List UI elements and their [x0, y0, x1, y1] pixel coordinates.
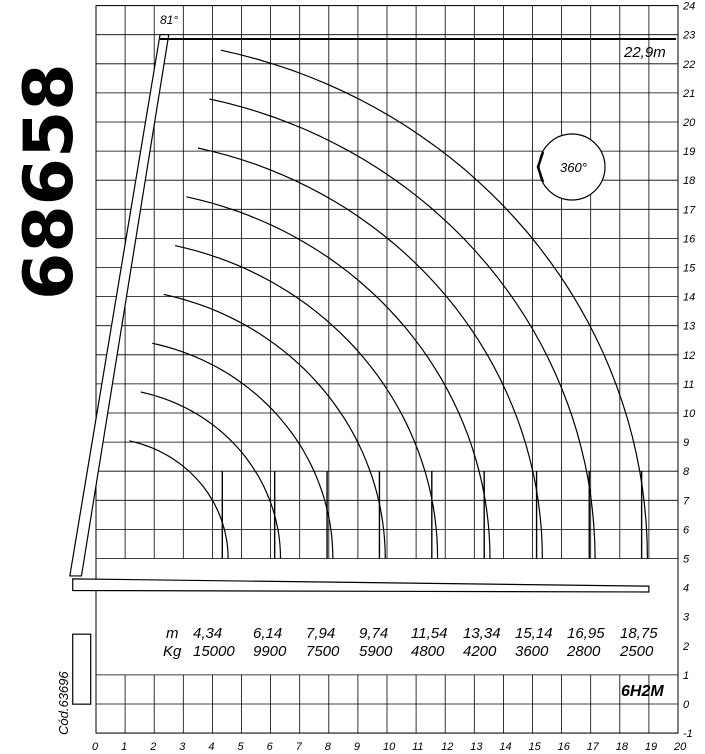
y-tick-label: 24 — [682, 1, 695, 13]
code-label: Cód.63696 — [56, 671, 71, 735]
x-tick-label: 12 — [441, 741, 453, 753]
x-tick-label: 10 — [383, 741, 396, 753]
x-tick-label: 1 — [121, 741, 127, 753]
y-tick-label: 11 — [683, 379, 694, 391]
table-row-label-kg: Kg — [163, 643, 182, 660]
y-tick-label: 22 — [682, 59, 695, 71]
y-tick-label: 16 — [683, 233, 696, 245]
y-tick-label: 4 — [683, 583, 689, 595]
x-tick-label: 13 — [470, 741, 483, 753]
x-tick-label: 16 — [558, 741, 571, 753]
table-reach-value: 6,14 — [253, 625, 282, 642]
y-tick-label: 17 — [683, 204, 696, 216]
table-reach-value: 9,74 — [359, 625, 388, 642]
y-tick-label: 10 — [683, 408, 696, 420]
reach-arc — [174, 245, 439, 559]
y-tick-label: 23 — [682, 30, 696, 42]
y-tick-label: 21 — [682, 88, 695, 100]
x-tick-label: 14 — [499, 741, 511, 753]
table-reach-value: 15,14 — [515, 625, 553, 642]
x-tick-label: 19 — [645, 741, 657, 753]
table-row-label-m: m — [166, 625, 179, 642]
table-capacity-value: 2800 — [566, 643, 601, 660]
y-tick-label: 15 — [683, 263, 696, 275]
y-tick-label: 7 — [683, 495, 690, 507]
reach-arc — [163, 293, 386, 559]
y-tick-label: 14 — [683, 292, 695, 304]
y-tick-label: 3 — [683, 612, 690, 624]
x-tick-label: 11 — [412, 741, 423, 753]
x-tick-label: 18 — [616, 741, 629, 753]
crane-boom — [69, 34, 650, 705]
config-label: 6H2M — [621, 683, 664, 700]
reach-arcs — [129, 49, 648, 559]
x-tick-label: 8 — [325, 741, 332, 753]
max-height-label: 22,9m — [623, 44, 666, 61]
x-tick-label: 5 — [238, 741, 245, 753]
table-reach-value: 4,34 — [193, 625, 222, 642]
x-tick-label: 7 — [296, 741, 303, 753]
reach-arc — [129, 440, 229, 559]
x-tick-label: 17 — [587, 741, 600, 753]
x-tick-label: 9 — [354, 741, 360, 753]
y-tick-label: 0 — [683, 699, 690, 711]
y-tick-label: 12 — [683, 350, 695, 362]
y-tick-label: 1 — [683, 670, 689, 682]
axis-ticks: 0 1 2 3 4 5 6 7 8 9 10 11 12 13 14 15 16 17 18 19 20-1012345… — [92, 1, 696, 753]
boom-arm-vertical — [69, 34, 170, 577]
y-tick-label: 2 — [682, 641, 689, 653]
y-tick-label: 9 — [683, 437, 689, 449]
rotation-icon: 360° — [536, 133, 606, 201]
x-tick-label: 2 — [149, 741, 156, 753]
reach-arc — [197, 147, 543, 559]
y-tick-label: 19 — [683, 146, 695, 158]
reach-arc — [152, 342, 334, 559]
y-tick-label: 8 — [683, 466, 690, 478]
model-number: 68658 — [10, 63, 89, 300]
x-tick-label: 4 — [208, 741, 214, 753]
x-tick-label: 15 — [529, 741, 542, 753]
y-tick-label: 5 — [683, 554, 690, 566]
table-reach-value: 13,34 — [463, 625, 501, 642]
max-angle-label: 81° — [160, 13, 178, 27]
rotation-label: 360° — [560, 160, 587, 175]
y-tick-label: 20 — [682, 117, 696, 129]
table-capacity-value: 4200 — [463, 643, 497, 660]
table-reach-value: 18,75 — [620, 625, 658, 642]
reach-arc — [209, 98, 596, 559]
reach-arc — [220, 49, 648, 559]
table-capacity-value: 2500 — [619, 643, 654, 660]
x-tick-label: 6 — [267, 741, 274, 753]
x-tick-label: 20 — [673, 741, 687, 753]
table-capacity-value: 5900 — [359, 643, 393, 660]
table-capacity-value: 4800 — [411, 643, 445, 660]
table-reach-value: 16,95 — [567, 625, 605, 642]
crane-column — [72, 633, 92, 705]
table-reach-value: 7,94 — [306, 625, 335, 642]
plot-frame — [95, 5, 679, 734]
x-tick-label: 3 — [179, 741, 186, 753]
y-tick-label: 13 — [683, 321, 696, 333]
table-reach-value: 11,54 — [411, 625, 447, 642]
table-capacity-value: 7500 — [306, 643, 340, 660]
y-tick-label: 6 — [683, 524, 690, 536]
boom-arm-horizontal — [72, 578, 650, 593]
reach-arc — [186, 196, 491, 559]
table-capacity-value: 15000 — [193, 643, 235, 660]
table-capacity-value: 9900 — [253, 643, 287, 660]
reach-arc — [140, 391, 282, 559]
y-tick-label: -1 — [683, 728, 693, 740]
load-table: mKg 4,34 6,14 7,94 9,74 11,54 13,34 15,14 16,95 1… — [163, 625, 658, 660]
y-tick-label: 18 — [683, 175, 696, 187]
table-capacity-value: 3600 — [515, 643, 549, 660]
x-tick-label: 0 — [92, 741, 99, 753]
